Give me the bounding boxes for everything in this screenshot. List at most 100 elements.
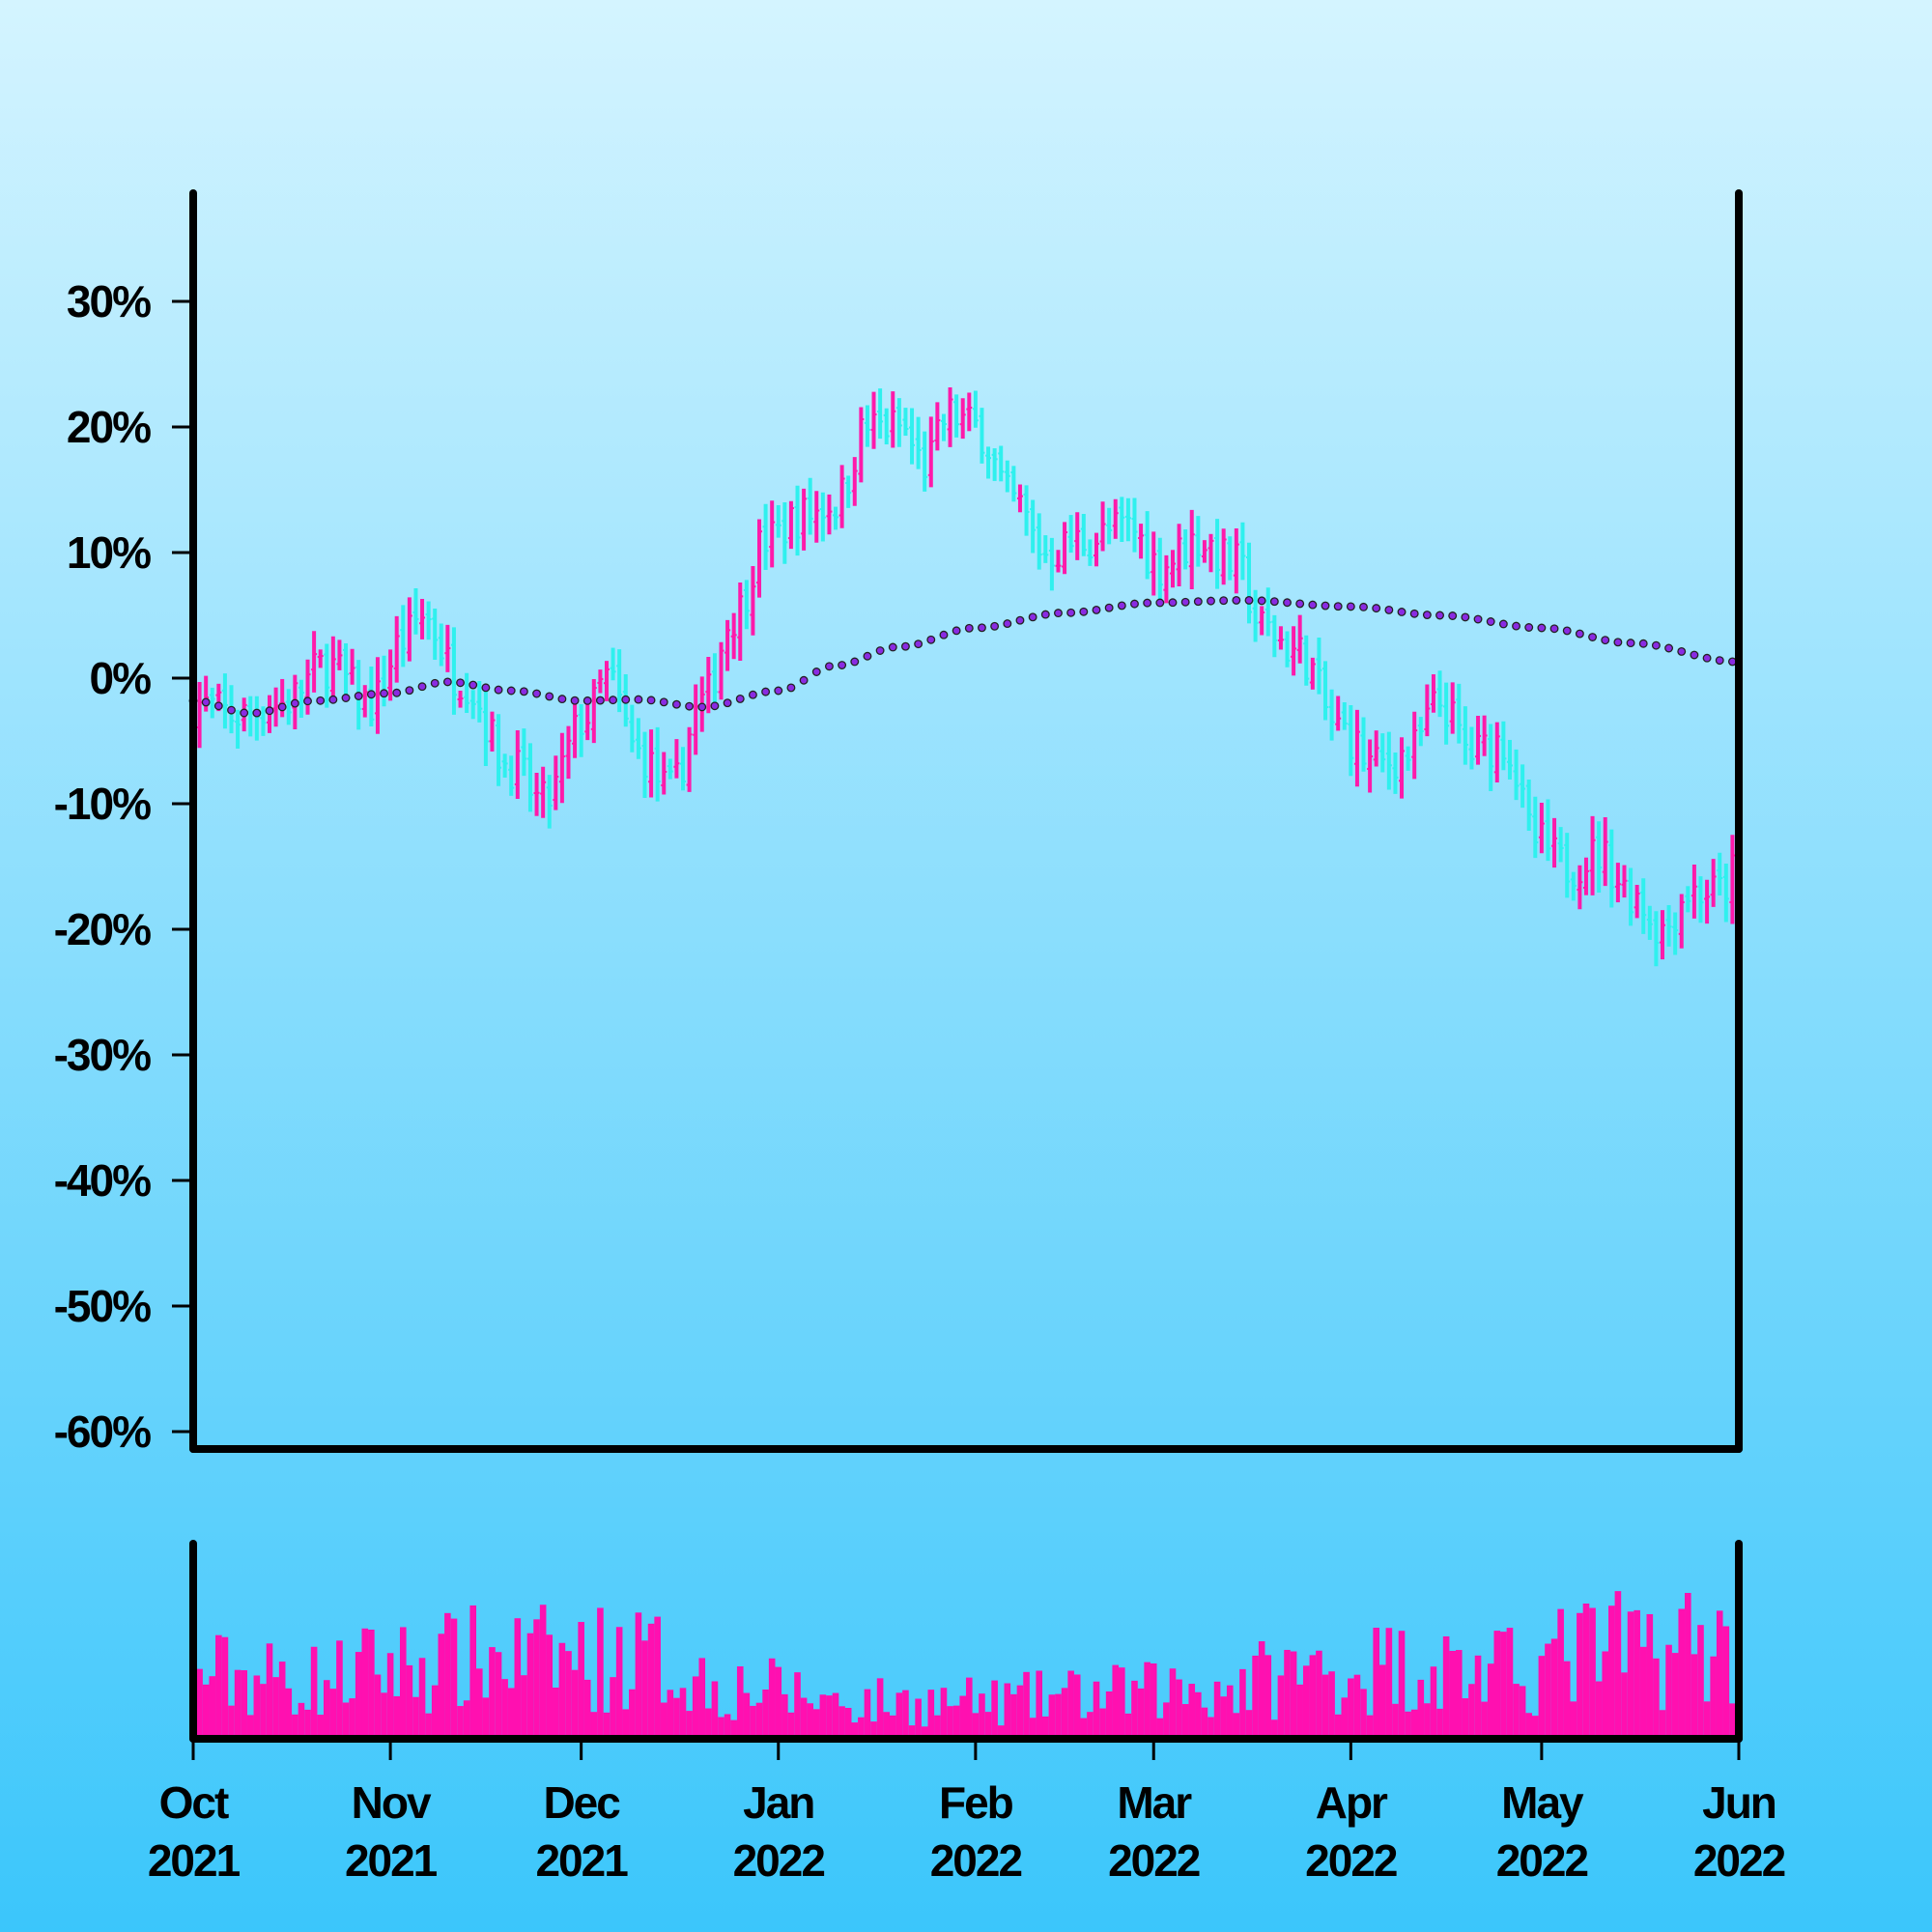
ohlc-bar [743, 580, 750, 630]
ohlc-bar [1264, 587, 1271, 637]
x-tick-label-month: Jun [1702, 1777, 1776, 1828]
moving-average-point [557, 695, 567, 704]
ohlc-bar [1284, 631, 1291, 668]
volume-bar [718, 1717, 724, 1739]
moving-average-point [838, 661, 847, 669]
moving-average-point [671, 699, 681, 709]
volume-bar [425, 1713, 432, 1739]
x-tick-label-month: Nov [352, 1777, 432, 1828]
x-tick-label-year: 2021 [148, 1835, 241, 1886]
moving-average-point [799, 675, 809, 685]
volume-bar [444, 1612, 451, 1739]
ohlc-bar [1634, 885, 1640, 919]
moving-average-point [354, 692, 363, 700]
volume-bar [1653, 1658, 1660, 1739]
moving-average-point [1461, 612, 1470, 622]
ohlc-bar [1259, 606, 1265, 636]
volume-bar [1321, 1674, 1329, 1739]
ohlc-bar [1646, 905, 1653, 940]
moving-average-point [494, 685, 503, 695]
ohlc-bar [298, 679, 304, 719]
ohlc-bar [890, 391, 896, 448]
volume-bar [292, 1714, 298, 1739]
ohlc-bar [610, 647, 616, 681]
ohlc-bar [1449, 682, 1456, 734]
x-tick-label-year: 2022 [1305, 1835, 1397, 1886]
y-tick-label: -30% [54, 1030, 151, 1080]
ohlc-bar [1659, 910, 1665, 960]
ohlc-bar [1010, 466, 1017, 502]
volume-bar [1061, 1688, 1068, 1739]
moving-average-point [978, 623, 986, 633]
moving-average-point [900, 641, 910, 651]
volume-bar [526, 1633, 534, 1739]
volume-bar [1493, 1631, 1501, 1739]
volume-bar [1519, 1686, 1526, 1739]
moving-average-point [1651, 640, 1661, 650]
volume-bar [1099, 1708, 1106, 1739]
ohlc-bar [546, 775, 553, 829]
volume-bar [781, 1693, 788, 1739]
ohlc-bar [979, 408, 985, 464]
moving-average-point [1015, 615, 1025, 625]
volume-bar [1595, 1681, 1603, 1739]
volume-bar [934, 1715, 941, 1739]
ohlc-bar [1456, 683, 1463, 744]
y-tick-label: -40% [54, 1155, 151, 1206]
volume-bar [1487, 1663, 1494, 1739]
volume-bar [1334, 1714, 1342, 1739]
ohlc-bar [1124, 497, 1131, 542]
volume-bar [533, 1619, 540, 1739]
volume-bar [329, 1689, 337, 1739]
moving-average-point [1028, 612, 1037, 622]
ohlc-bar [1042, 535, 1049, 563]
moving-average-point [824, 662, 834, 671]
moving-average-point [748, 690, 757, 699]
ohlc-bar [1239, 522, 1246, 581]
volume-bar [1500, 1632, 1507, 1739]
volume-bar [629, 1689, 636, 1739]
volume-bar [571, 1669, 579, 1739]
ohlc-bar [438, 623, 444, 667]
volume-bar [915, 1698, 922, 1739]
moving-average-point [1308, 600, 1318, 610]
ohlc-bar [1080, 513, 1087, 556]
volume-bar [705, 1708, 712, 1739]
volume-bar [755, 1702, 763, 1739]
moving-average-point [875, 646, 885, 655]
moving-average-point [914, 639, 923, 649]
ohlc-bar [343, 643, 350, 697]
volume-bar [947, 1706, 953, 1739]
volume-bar [895, 1692, 903, 1739]
ohlc-bar [526, 743, 533, 812]
volume-bar [1608, 1605, 1615, 1739]
volume-bar [1570, 1701, 1577, 1739]
moving-average-point [863, 651, 872, 661]
moving-average-point [1003, 619, 1012, 629]
volume-bar [1284, 1649, 1291, 1739]
ohlc-bar [533, 773, 540, 816]
volume-bar [736, 1666, 744, 1739]
moving-average-point [1079, 607, 1089, 616]
volume-bar [768, 1658, 776, 1739]
volume-bar [1690, 1654, 1698, 1739]
volume-bar [381, 1692, 387, 1739]
ohlc-bar [1182, 529, 1189, 570]
ohlc-bar [1322, 661, 1329, 721]
ohlc-bar [801, 488, 808, 551]
moving-average-point [811, 668, 821, 676]
ohlc-bar [1112, 498, 1119, 539]
volume-bar [858, 1717, 865, 1739]
ohlc-bar [1582, 857, 1589, 895]
volume-bar [1722, 1626, 1730, 1739]
volume-bar [368, 1629, 375, 1739]
ohlc-bar [756, 519, 763, 598]
moving-average-point [442, 677, 452, 687]
ohlc-bar [1220, 528, 1227, 585]
volume-bar [1442, 1635, 1450, 1739]
ohlc-bar [1545, 799, 1551, 862]
volume-bar [597, 1607, 604, 1739]
volume-bar [819, 1694, 827, 1739]
volume-bar [1532, 1716, 1539, 1739]
ohlc-bar [1417, 717, 1424, 747]
